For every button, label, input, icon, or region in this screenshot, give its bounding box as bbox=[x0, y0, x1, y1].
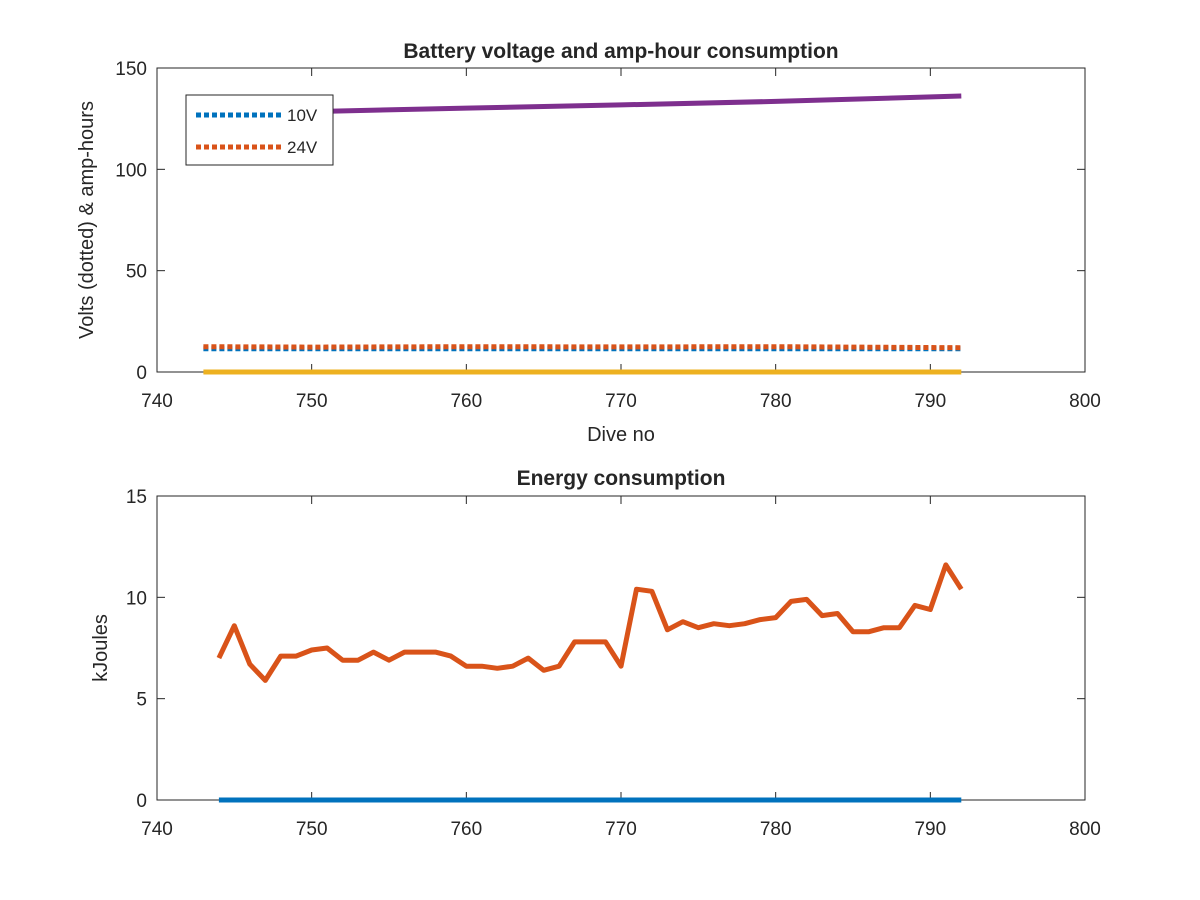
x-tick-label: 740 bbox=[141, 819, 173, 840]
x-tick-label: 800 bbox=[1069, 391, 1101, 412]
x-tick-label: 750 bbox=[296, 819, 328, 840]
y-tick-label: 15 bbox=[126, 487, 147, 508]
x-tick-label: 750 bbox=[296, 391, 328, 412]
x-tick-label: 760 bbox=[450, 819, 482, 840]
axes-box bbox=[156, 495, 1086, 801]
series-line-0 bbox=[216, 562, 964, 683]
x-tick-label: 780 bbox=[760, 819, 792, 840]
x-tick-label: 790 bbox=[914, 819, 946, 840]
legend-box bbox=[185, 94, 334, 166]
y-axis-label: Volts (dotted) & amp-hours bbox=[76, 101, 98, 339]
legend-label-24v: 24V bbox=[287, 138, 318, 157]
x-tick-label: 800 bbox=[1069, 819, 1101, 840]
x-tick-label: 770 bbox=[605, 819, 637, 840]
x-tick-label: 740 bbox=[141, 391, 173, 412]
voltage-chart: 740 750 760 770 780 790 800 0 50 100 150 Battery vo… bbox=[76, 40, 1101, 446]
y-tick-label: 0 bbox=[136, 363, 147, 384]
y-tick-label: 150 bbox=[115, 59, 147, 80]
x-tick-label: 790 bbox=[914, 391, 946, 412]
x-tick-label: 760 bbox=[450, 391, 482, 412]
x-tick-label: 770 bbox=[605, 391, 637, 412]
y-tick-label: 50 bbox=[126, 262, 147, 283]
y-tick-label: 100 bbox=[115, 160, 147, 181]
x-axis-label: Dive no bbox=[587, 424, 655, 446]
legend-label-10v: 10V bbox=[287, 106, 318, 125]
chart-title: Energy consumption bbox=[517, 467, 726, 490]
y-axis-label: kJoules bbox=[90, 614, 112, 682]
energy-chart: 740 750 760 770 780 790 800 0 5 10 15 Energy consum… bbox=[90, 467, 1101, 840]
series-line-24v bbox=[203, 344, 962, 351]
legend: 10V 24V bbox=[185, 94, 334, 166]
x-tick-label: 780 bbox=[760, 391, 792, 412]
y-tick-label: 0 bbox=[136, 791, 147, 812]
chart-title: Battery voltage and amp-hour consumption bbox=[403, 40, 838, 63]
y-tick-label: 5 bbox=[136, 690, 147, 711]
y-tick-label: 10 bbox=[126, 588, 147, 609]
